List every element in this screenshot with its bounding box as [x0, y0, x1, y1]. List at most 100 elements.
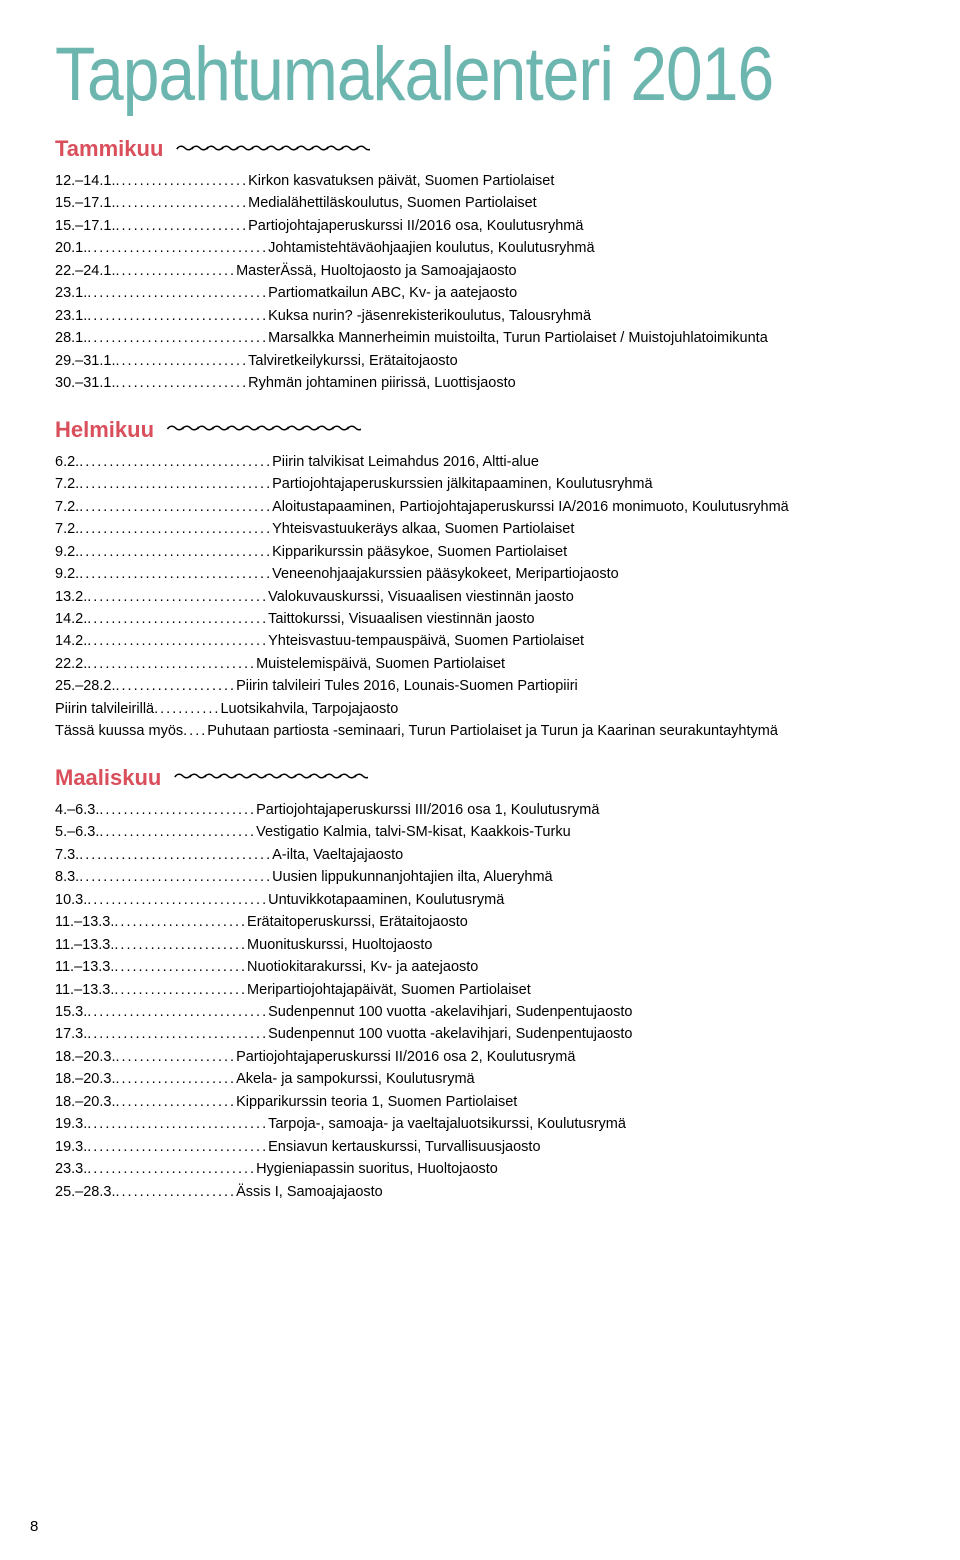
event-row: 12.–14.1.......................Kirkon ka… — [55, 170, 910, 192]
event-date: 11.–13.3. — [55, 979, 114, 1001]
event-dots: .............................. — [87, 630, 268, 652]
event-date: Piirin talvileirillä — [55, 698, 154, 720]
event-date: 23.3. — [55, 1158, 87, 1180]
event-row: 17.3...............................Suden… — [55, 1023, 910, 1045]
month-name: Tammikuu — [55, 136, 163, 162]
event-row: 18.–20.3.....................Akela- ja s… — [55, 1068, 910, 1090]
event-dots: .............................. — [87, 237, 268, 259]
month-header: Helmikuu〜〜〜〜〜〜〜〜〜〜〜〜〜 — [55, 417, 910, 443]
event-dots: .............................. — [87, 1113, 268, 1135]
event-date: 14.2. — [55, 608, 87, 630]
event-row: 8.3.................................Uusi… — [55, 866, 910, 888]
event-date: 9.2. — [55, 541, 79, 563]
event-description: Partiojohtajaperuskurssi II/2016 osa, Ko… — [248, 215, 583, 237]
event-date: 25.–28.2. — [55, 675, 115, 697]
event-description: Ryhmän johtaminen piirissä, Luottisjaost… — [248, 372, 516, 394]
event-description: Untuvikkotapaaminen, Koulutusrymä — [268, 889, 504, 911]
event-date: 28.1. — [55, 327, 87, 349]
event-row: 7.2.................................Yhte… — [55, 518, 910, 540]
event-date: 7.2. — [55, 518, 79, 540]
event-date: 15.3. — [55, 1001, 87, 1023]
event-row: 23.1...............................Kuksa… — [55, 305, 910, 327]
event-description: Partiomatkailun ABC, Kv- ja aatejaosto — [268, 282, 517, 304]
month-name: Helmikuu — [55, 417, 154, 443]
event-description: Kuksa nurin? -jäsenrekisterikoulutus, Ta… — [268, 305, 591, 327]
event-row: 13.2...............................Valok… — [55, 586, 910, 608]
event-date: 19.3. — [55, 1113, 87, 1135]
event-description: Akela- ja sampokurssi, Koulutusrymä — [236, 1068, 475, 1090]
event-row: 4.–6.3...........................Partioj… — [55, 799, 910, 821]
event-description: Uusien lippukunnanjohtajien ilta, Aluery… — [272, 866, 553, 888]
event-description: Hygieniapassin suoritus, Huoltojaosto — [256, 1158, 498, 1180]
event-dots: ...................... — [115, 170, 248, 192]
event-row: 15.–17.1.......................Partiojoh… — [55, 215, 910, 237]
event-row: 15.–17.1.......................Medialähe… — [55, 192, 910, 214]
event-dots: .................... — [115, 1068, 236, 1090]
event-dots: ...................... — [114, 934, 247, 956]
event-date: 25.–28.3. — [55, 1181, 115, 1203]
event-row: 18.–20.3.....................Partiojohta… — [55, 1046, 910, 1068]
event-dots: ................................ — [79, 496, 272, 518]
event-row: 19.3...............................Ensia… — [55, 1136, 910, 1158]
event-row: 20.1...............................Johta… — [55, 237, 910, 259]
event-date: 18.–20.3. — [55, 1046, 115, 1068]
event-description: Taittokurssi, Visuaalisen viestinnän jao… — [268, 608, 535, 630]
event-dots: ...................... — [115, 350, 248, 372]
event-row: Piirin talvileirillä...........Luotsikah… — [55, 698, 910, 720]
event-row: 14.2...............................Taitt… — [55, 608, 910, 630]
event-description: Johtamistehtäväohjaajien koulutus, Koulu… — [268, 237, 594, 259]
event-row: 23.3.............................Hygieni… — [55, 1158, 910, 1180]
event-date: 29.–31.1. — [55, 350, 115, 372]
event-dots: ...................... — [115, 192, 248, 214]
event-date: 12.–14.1. — [55, 170, 115, 192]
event-date: 18.–20.3. — [55, 1068, 115, 1090]
event-dots: ...................... — [115, 215, 248, 237]
event-description: A-ilta, Vaeltajajaosto — [272, 844, 403, 866]
event-row: 22.–24.1.....................MasterÄssä,… — [55, 260, 910, 282]
event-description: Partiojohtajaperuskurssi II/2016 osa 2, … — [236, 1046, 575, 1068]
event-date: 7.3. — [55, 844, 79, 866]
event-dots: .................... — [115, 675, 236, 697]
event-date: 13.2. — [55, 586, 87, 608]
event-date: 4.–6.3. — [55, 799, 99, 821]
wavy-decoration: 〜〜〜〜〜〜〜〜〜〜〜〜〜 — [175, 140, 370, 159]
event-row: 7.2.................................Part… — [55, 473, 910, 495]
event-row: 30.–31.1.......................Ryhmän jo… — [55, 372, 910, 394]
event-dots: ................................ — [79, 451, 272, 473]
event-description: Ässis I, Samoajajaosto — [236, 1181, 383, 1203]
event-dots: .............................. — [87, 305, 268, 327]
page-number: 8 — [30, 1518, 38, 1535]
event-description: Medialähettiläskoulutus, Suomen Partiola… — [248, 192, 537, 214]
event-dots: ................................ — [79, 518, 272, 540]
event-dots: .............................. — [87, 889, 268, 911]
event-row: 19.3...............................Tarpo… — [55, 1113, 910, 1135]
event-row: 18.–20.3.....................Kipparikurs… — [55, 1091, 910, 1113]
event-description: Ensiavun kertauskurssi, Turvallisuusjaos… — [268, 1136, 540, 1158]
event-description: Sudenpennut 100 vuotta -akelavihjari, Su… — [268, 1023, 632, 1045]
event-row: 29.–31.1.......................Talviretk… — [55, 350, 910, 372]
event-row: 22.2.............................Muistel… — [55, 653, 910, 675]
event-description: Piirin talvileiri Tules 2016, Lounais-Su… — [236, 675, 578, 697]
event-dots: ................................ — [79, 541, 272, 563]
event-date: 11.–13.3. — [55, 911, 114, 933]
event-dots: .............................. — [87, 282, 268, 304]
event-row: 9.2.................................Vene… — [55, 563, 910, 585]
event-dots: .................... — [115, 1091, 236, 1113]
event-description: Marsalkka Mannerheimin muistoilta, Turun… — [268, 327, 768, 349]
event-row: Tässä kuussa myös....Puhutaan partiosta … — [55, 720, 910, 742]
page-title: Tapahtumakalenteri 2016 — [55, 30, 910, 117]
event-dots: .............................. — [87, 608, 268, 630]
event-row: 11.–13.3.......................Erätaitop… — [55, 911, 910, 933]
event-date: 23.1. — [55, 305, 87, 327]
event-date: 23.1. — [55, 282, 87, 304]
event-date: 18.–20.3. — [55, 1091, 115, 1113]
event-dots: .............................. — [87, 1136, 268, 1158]
month-header: Maaliskuu〜〜〜〜〜〜〜〜〜〜〜〜〜 — [55, 765, 910, 791]
event-date: 14.2. — [55, 630, 87, 652]
event-dots: .................... — [115, 1181, 236, 1203]
months-container: Tammikuu 〜〜〜〜〜〜〜〜〜〜〜〜〜 12.–14.1...........… — [55, 136, 910, 1203]
event-dots: .......................... — [99, 799, 256, 821]
event-description: Kipparikurssin teoria 1, Suomen Partiola… — [236, 1091, 517, 1113]
event-description: Meripartiojohtajapäivät, Suomen Partiola… — [247, 979, 531, 1001]
event-date: 20.1. — [55, 237, 87, 259]
